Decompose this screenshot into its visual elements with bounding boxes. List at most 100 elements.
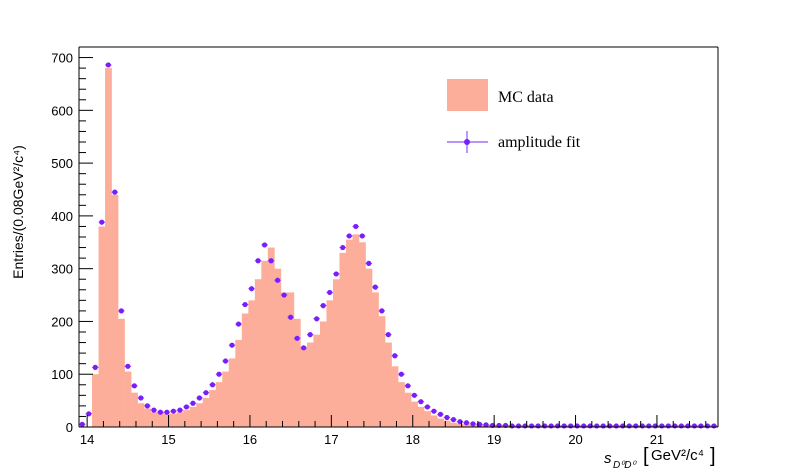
histogram-bar: [359, 242, 366, 427]
fit-point: [79, 421, 86, 427]
x-tick-label: 20: [568, 432, 582, 447]
fit-point: [469, 421, 477, 427]
y-tick-label: 200: [51, 314, 73, 329]
fit-point: [619, 423, 627, 429]
y-tick-label: 100: [51, 367, 73, 382]
fit-point: [639, 423, 646, 429]
fit-point: [573, 423, 581, 429]
y-tick-label: 600: [51, 103, 73, 118]
fit-point: [157, 409, 164, 415]
fit-point: [443, 414, 451, 421]
histogram-bar: [248, 300, 256, 427]
fit-point: [528, 423, 535, 429]
histogram-bar: [241, 313, 249, 427]
x-tick-label: 15: [161, 432, 175, 447]
fit-point: [684, 423, 692, 429]
fit-point: [98, 219, 106, 225]
x-tick-label: 21: [650, 432, 664, 447]
y-tick-label: 0: [66, 420, 73, 435]
histogram-bar: [137, 403, 145, 427]
histogram-bar: [443, 420, 451, 427]
fit-point: [306, 332, 314, 338]
histogram-bar: [215, 382, 223, 427]
ticks: 0 100 200 300 400 500 600 700 14 15 16 17 18 19 20 21: [51, 46, 707, 447]
fit-point: [150, 407, 158, 413]
fit-point: [567, 423, 574, 429]
histogram-bar: [326, 300, 334, 427]
fit-point: [85, 411, 93, 417]
fit-point: [593, 423, 600, 429]
fit-point: [599, 423, 607, 429]
fit-point: [586, 423, 594, 429]
fit-point: [131, 383, 138, 389]
legend-label-mc-data: MC data: [498, 89, 554, 106]
fit-point: [111, 189, 119, 195]
legend-label-amplitude-fit: amplitude fit: [498, 134, 581, 151]
fit-point: [352, 223, 360, 230]
legend-swatch-amplitude-fit: [447, 131, 488, 153]
legend-swatch-mc-data: [447, 79, 488, 111]
fit-point: [463, 420, 470, 426]
svg-text:]: ]: [710, 445, 716, 467]
fit-point: [391, 353, 399, 359]
histogram-bar: [176, 412, 184, 427]
fit-point: [697, 423, 705, 429]
histogram-bar: [111, 194, 119, 427]
histogram-bar: [463, 424, 471, 427]
fit-point: [606, 423, 613, 429]
histogram-bar: [345, 239, 353, 427]
y-tick-label: 400: [51, 209, 73, 224]
histogram-bar: [235, 339, 243, 427]
fit-point: [430, 408, 438, 414]
fit-point: [313, 316, 320, 322]
histogram-bar: [157, 412, 164, 427]
fit-point: [274, 277, 281, 283]
histogram-bar: [267, 247, 275, 427]
x-tick-label: 17: [324, 432, 338, 447]
histogram-bar: [92, 374, 99, 427]
fit-point: [508, 423, 516, 429]
fit-point: [222, 358, 229, 364]
fit-point: [235, 321, 242, 327]
fit-point: [385, 332, 392, 338]
histogram-bar: [254, 279, 262, 427]
fit-point: [241, 301, 249, 308]
fit-point: [359, 233, 366, 239]
histogram-bar: [228, 358, 236, 427]
y-axis-title: Entries/(0.08GeV²/c⁴): [10, 145, 26, 279]
histogram-bar: [163, 413, 171, 427]
fit-point: [170, 408, 177, 414]
histogram-bar: [437, 418, 444, 427]
fit-point: [144, 403, 151, 409]
fit-point: [365, 260, 373, 266]
fit-point: [632, 423, 640, 429]
fit-point: [176, 407, 184, 413]
histogram-bar: [450, 422, 458, 427]
fit-point: [534, 423, 542, 429]
histogram-bar: [391, 366, 399, 427]
legend: MC data amplitude fit: [447, 79, 581, 153]
histogram-bar: [411, 401, 418, 427]
svg-text:GeV²/c⁴: GeV²/c⁴: [651, 447, 704, 464]
histogram-bar: [209, 390, 217, 427]
histogram-bar: [293, 318, 301, 427]
histogram-bar: [202, 397, 210, 427]
fit-point: [691, 423, 698, 429]
fit-point: [196, 395, 203, 401]
svg-text:[: [: [643, 445, 649, 467]
fit-point: [300, 345, 307, 351]
histogram-bar: [398, 382, 405, 427]
fit-point: [417, 399, 425, 405]
x-tick-label: 19: [487, 432, 501, 447]
fit-point: [482, 422, 490, 428]
histogram-bar: [378, 316, 386, 427]
fit-point: [105, 62, 112, 68]
fit-point: [456, 419, 464, 425]
fit-point: [293, 335, 301, 341]
histogram-bar: [144, 408, 151, 427]
fit-point: [339, 244, 346, 251]
fit-point: [332, 271, 340, 277]
histogram-bar: [196, 403, 204, 427]
fit-point: [248, 286, 255, 292]
fit-point: [554, 423, 561, 429]
